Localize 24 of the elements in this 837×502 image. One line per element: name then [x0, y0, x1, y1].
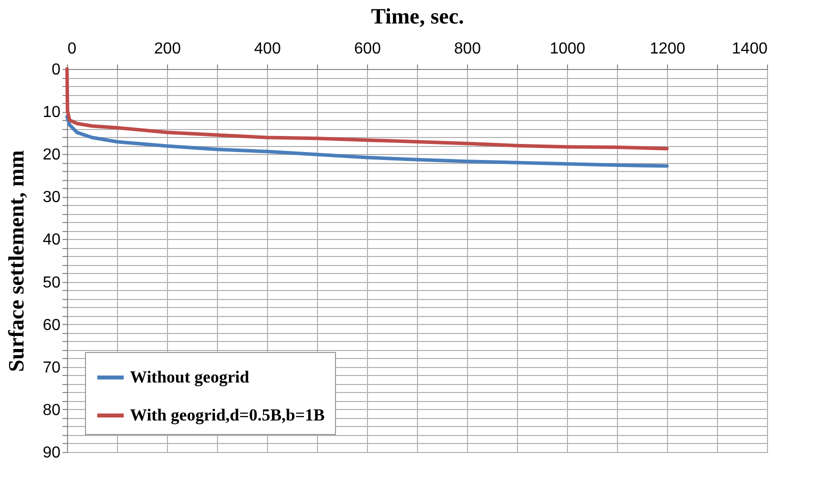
y-tick-label: 30 [42, 189, 61, 206]
x-tick-label: 1000 [550, 40, 586, 58]
y-axis-title: Surface settlement, mm [4, 150, 29, 372]
y-tick-label: 40 [42, 232, 61, 249]
x-tick-label: 1400 [732, 40, 768, 58]
y-tick-label: 50 [42, 274, 61, 292]
x-tick-label: 400 [254, 40, 281, 58]
y-tick-label: 80 [42, 402, 61, 419]
y-tick-label: 20 [42, 146, 61, 164]
x-tick-label: 600 [354, 40, 381, 58]
line-series [65, 67, 669, 150]
y-tick-label: 60 [42, 316, 61, 334]
legend-label: With geogrid,d=0.5B,b=1B [130, 406, 325, 424]
x-tick-label: 800 [454, 40, 481, 58]
y-tick-label: 0 [52, 62, 61, 78]
line-series [65, 114, 669, 168]
legend-label: Without geogrid [130, 368, 250, 386]
x-tick-label: 0 [68, 40, 76, 58]
y-tick-label: 70 [42, 359, 61, 376]
y-tick-label: 10 [42, 104, 61, 122]
x-tick-label: 1200 [650, 40, 686, 58]
y-tick-label: 90 [42, 444, 61, 462]
x-axis-title: Time, sec. [370, 4, 464, 28]
x-tick-label: 200 [154, 40, 181, 58]
